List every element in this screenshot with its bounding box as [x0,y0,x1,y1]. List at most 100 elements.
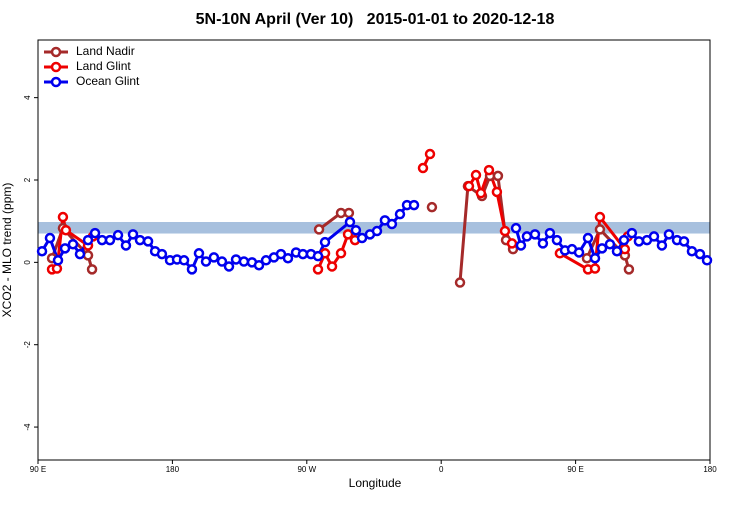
x-tick-label: 90 E [567,465,583,474]
data-point [551,234,563,246]
data-point [216,256,228,267]
data-point [573,247,585,258]
data-point [426,201,438,213]
data-point [408,199,420,211]
legend-label: Land Nadir [76,44,135,58]
data-point [521,231,533,242]
data-point [594,211,606,223]
data-point [297,248,309,260]
data-point [581,252,593,264]
data-point [350,224,362,236]
y-tick-label: 4 [23,95,32,100]
data-point [335,248,347,259]
data-point [313,224,325,235]
data-point [470,169,482,181]
data-point [594,224,606,235]
data-point [89,227,101,239]
y-tick-label: -4 [23,423,32,431]
x-tick-label: 180 [703,465,717,474]
data-point [120,240,132,251]
x-tick-label: 0 [439,465,444,474]
data-point [52,255,64,266]
data-point [238,256,250,267]
data-point [312,250,324,262]
y-tick-label: 0 [23,260,32,265]
data-point [596,243,608,254]
data-point [678,236,690,247]
data-point [544,227,556,239]
data-point [82,234,94,246]
legend-marker [50,61,62,73]
data-point [44,232,56,244]
data-point [112,229,124,241]
plot-frame [37,39,711,461]
data-point [417,162,429,174]
data-point [582,232,594,244]
data-point [618,234,630,246]
data-point [529,229,541,240]
data-point [515,240,527,251]
data-point [510,222,522,234]
data-point [326,261,338,272]
data-point [424,148,436,160]
data-point [394,208,406,220]
data-point [342,229,354,240]
data-point [686,245,698,257]
data-point [67,238,79,250]
data-point [193,248,205,259]
legend-marker [50,46,62,58]
legend-label: Ocean Glint [76,74,140,88]
data-point [82,250,94,261]
data-point [463,180,475,192]
data-point [134,234,146,246]
data-point [499,225,511,237]
data-point [623,264,635,275]
data-point [604,238,616,250]
data-point [537,238,549,249]
data-point [454,277,466,288]
data-point [74,248,86,260]
data-point [59,243,71,254]
data-point [371,225,383,237]
data-point [506,238,518,249]
x-axis-label: Longitude [349,476,402,490]
data-point [589,252,601,264]
data-point [483,164,495,176]
data-point [589,263,601,274]
data-point [356,232,368,244]
data-point [386,218,398,230]
data-point [626,227,638,239]
y-tick-label: -2 [23,341,32,349]
chart-title: 5N-10N April (Ver 10) 2015-01-01 to 2020… [196,11,555,28]
data-point [51,263,63,274]
data-point [208,252,220,263]
data-point [60,224,72,236]
data-point [178,255,190,266]
data-point [57,211,69,223]
y-axis-label: XCO2 - MLO trend (ppm) [0,183,14,318]
data-point [104,234,116,246]
data-point [86,264,98,275]
x-tick-label: 180 [166,465,180,474]
data-point [694,248,706,260]
data-point [186,264,198,275]
data-point [312,264,324,275]
data-point [156,248,168,260]
data-point [200,256,212,267]
x-tick-label: 90 W [297,465,316,474]
data-point [491,186,503,198]
data-point [492,170,504,182]
x-tick-label: 90 E [30,465,46,474]
data-point [701,255,713,266]
data-point [648,231,660,242]
data-point [253,259,265,271]
data-point [475,187,487,199]
data-point [633,236,645,247]
y-tick-label: 2 [23,177,32,182]
legend-marker [50,76,62,88]
data-point [142,236,154,247]
data-point [319,236,331,248]
data-point [343,207,355,219]
data-point [611,245,623,257]
data-point [223,261,235,272]
